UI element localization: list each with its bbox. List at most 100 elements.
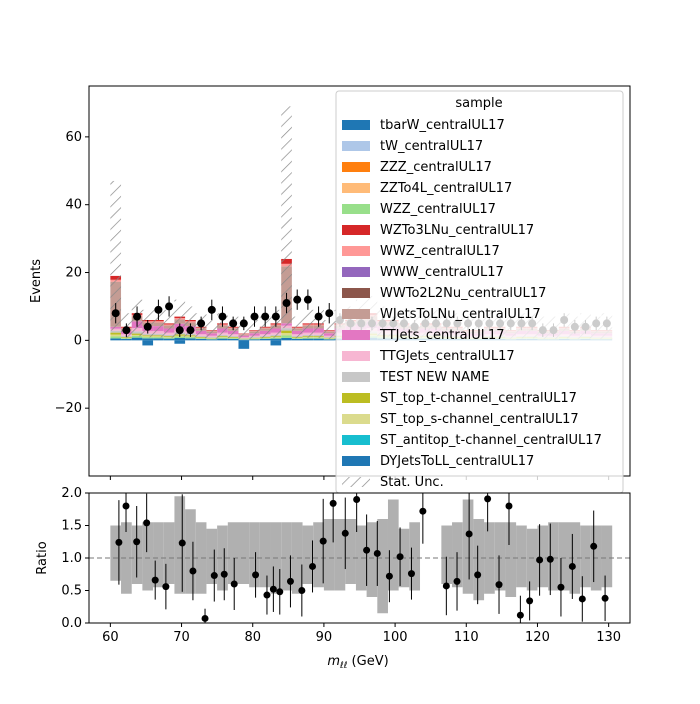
ratio-unc-band <box>164 522 175 584</box>
data-point <box>251 313 259 321</box>
data-point <box>261 313 269 321</box>
ratio-point <box>287 578 294 585</box>
ratio-x-tick-label: 60 <box>102 630 119 645</box>
ratio-point <box>202 615 209 622</box>
ratio-y-tick-label: 1.0 <box>61 551 82 566</box>
stack-segment <box>281 333 292 335</box>
ratio-point <box>342 530 349 537</box>
ratio-point <box>320 538 327 545</box>
stack-negative-segment <box>238 340 249 348</box>
legend-swatch <box>342 477 370 487</box>
data-point <box>133 313 141 321</box>
ratio-unc-band <box>303 526 314 585</box>
ratio-unc-band <box>345 519 356 584</box>
legend-label: Stat. Unc. <box>380 475 444 490</box>
legend-swatch <box>342 372 370 382</box>
ratio-unc-band <box>185 509 196 594</box>
ratio-y-axis: 0.00.51.01.52.0 <box>61 486 89 631</box>
ratio-unc-band <box>335 519 346 591</box>
ratio-y-tick-label: 2.0 <box>61 486 82 501</box>
ratio-point <box>221 571 228 578</box>
legend-label: ST_top_s-channel_centralUL17 <box>380 412 579 427</box>
stat-unc-hatch <box>292 317 303 339</box>
legend-label: tW_centralUL17 <box>380 139 483 154</box>
stack-segment <box>324 339 335 340</box>
ratio-uncertainty-band <box>110 496 612 613</box>
ratio-point <box>374 550 381 557</box>
stack-segment <box>281 328 292 330</box>
data-point <box>218 313 226 321</box>
ratio-point <box>579 595 586 602</box>
stack-segment <box>174 338 185 340</box>
stack-segment <box>110 335 121 337</box>
legend-label: ST_antitop_t-channel_centralUL17 <box>380 433 602 448</box>
legend-swatch <box>342 225 370 235</box>
data-point <box>208 306 216 314</box>
ratio-unc-band <box>602 526 613 588</box>
ratio-unc-band <box>463 500 474 594</box>
stack-segment <box>110 331 121 333</box>
legend-label: WWZ_centralUL17 <box>380 244 500 259</box>
stack-segment <box>292 339 303 340</box>
legend-swatch <box>342 435 370 445</box>
ratio-point <box>496 581 503 588</box>
stack-segment <box>132 338 143 341</box>
data-point <box>283 299 291 307</box>
legend-swatch <box>342 351 370 361</box>
ratio-point <box>386 573 393 580</box>
ratio-point <box>547 556 554 563</box>
legend-swatch <box>342 414 370 424</box>
data-point <box>272 313 280 321</box>
ratio-x-tick-label: 70 <box>173 630 190 645</box>
legend-swatch <box>342 141 370 151</box>
stack-segment <box>206 339 217 340</box>
ratio-point <box>408 570 415 577</box>
legend-label: TTGJets_centralUL17 <box>379 349 515 364</box>
ratio-point <box>602 595 609 602</box>
ratio-y-tick-label: 1.5 <box>61 519 82 534</box>
ratio-point <box>474 571 481 578</box>
ratio-unc-band <box>238 522 249 584</box>
ratio-point <box>330 500 337 507</box>
ratio-unc-band <box>580 526 591 588</box>
stack-segment <box>110 333 121 335</box>
ratio-point <box>443 582 450 589</box>
data-point <box>325 309 333 317</box>
legend-swatch <box>342 204 370 214</box>
data-point <box>240 319 248 327</box>
ratio-unc-band <box>142 522 153 590</box>
ratio-point <box>276 588 283 595</box>
legend-swatch <box>342 162 370 172</box>
ratio-point <box>363 547 370 554</box>
stack-segment <box>185 338 196 340</box>
ratio-point <box>419 508 426 515</box>
legend-swatch <box>342 309 370 319</box>
legend-label: ZZTo4L_centralUL17 <box>380 181 512 196</box>
ratio-unc-band <box>527 529 538 591</box>
legend-swatch <box>342 288 370 298</box>
ratio-unc-band <box>110 526 121 581</box>
stat-unc-hatch <box>206 320 217 339</box>
stack-segment <box>281 331 292 333</box>
data-point <box>304 296 312 304</box>
stack-segment <box>238 340 249 341</box>
legend-swatch <box>342 183 370 193</box>
stack-segment <box>142 338 153 340</box>
stack-segment <box>196 339 207 340</box>
main-y-tick-label: 20 <box>65 266 82 281</box>
data-point <box>229 319 237 327</box>
ratio-point <box>536 556 543 563</box>
ratio-unc-band <box>495 522 506 590</box>
ratio-x-tick-label: 110 <box>454 630 479 645</box>
ratio-point <box>397 553 404 560</box>
ratio-unc-band <box>228 522 239 584</box>
ratio-point <box>484 495 491 502</box>
data-point <box>293 296 301 304</box>
legend-label: WWTo2L2Nu_centralUL17 <box>380 286 546 301</box>
ratio-y-tick-label: 0.5 <box>61 584 82 599</box>
legend-swatch <box>342 393 370 403</box>
ratio-point <box>263 592 270 599</box>
ratio-point <box>309 563 316 570</box>
